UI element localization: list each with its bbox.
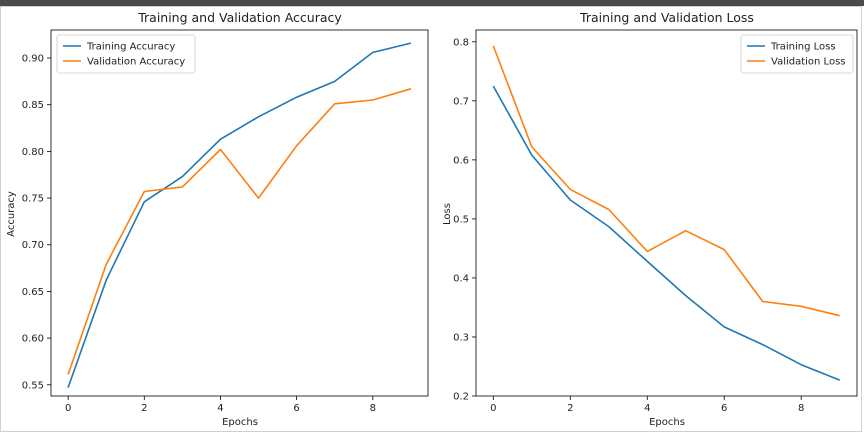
loss-x-tick-label: 6 [721, 403, 727, 414]
accuracy-x-tick-label: 4 [217, 403, 223, 414]
loss-y-tick-label: 0.5 [453, 214, 469, 225]
accuracy-y-tick-label: 0.60 [22, 334, 44, 345]
loss-x-tick-label: 2 [567, 403, 573, 414]
loss-y-tick-label: 0.2 [453, 392, 469, 403]
accuracy-chart-title: Training and Validation Accuracy [137, 10, 342, 25]
accuracy-chart: Training and Validation Accuracy Epochs … [6, 10, 429, 428]
loss-chart: Training and Validation Loss Epochs Loss… [442, 10, 858, 428]
accuracy-y-tick-label: 0.75 [22, 194, 44, 205]
loss-legend-label: Validation Loss [771, 57, 846, 68]
accuracy-x-tick-label: 6 [293, 403, 299, 414]
accuracy-y-tick-label: 0.85 [22, 100, 44, 111]
accuracy-legend-label: Validation Accuracy [87, 57, 185, 68]
loss-chart-title: Training and Validation Loss [579, 10, 754, 25]
loss-y-tick-label: 0.3 [453, 332, 469, 343]
window-top-bar [0, 0, 864, 6]
accuracy-y-tick-label: 0.90 [22, 54, 44, 65]
accuracy-y-tick-label: 0.65 [22, 287, 44, 298]
loss-x-tick-label: 4 [644, 403, 650, 414]
loss-y-tick-label: 0.6 [453, 155, 469, 166]
loss-y-tick-label: 0.7 [453, 96, 469, 107]
loss-series-lines [492, 45, 840, 381]
loss-x-axis-label: Epochs [649, 417, 685, 428]
loss-legend-box [740, 34, 854, 74]
loss-x-tick-label: 8 [798, 403, 804, 414]
loss-axes-frame [475, 29, 858, 397]
loss-y-tick-label: 0.8 [453, 37, 469, 48]
accuracy-x-tick-label: 0 [65, 403, 71, 414]
loss-y-axis-label: Loss [442, 203, 453, 225]
loss-legend: Training Loss Validation Loss [740, 34, 854, 74]
accuracy-series-lines [67, 42, 412, 388]
loss-y-tick-label: 0.4 [453, 273, 469, 284]
accuracy-y-tick-label: 0.80 [22, 147, 44, 158]
accuracy-x-axis-label: Epochs [222, 417, 258, 428]
accuracy-y-tick-label: 0.55 [22, 380, 44, 391]
accuracy-y-axis-label: Accuracy [6, 191, 17, 237]
accuracy-series-line-training [67, 42, 412, 388]
loss-ticks: 0 2 4 6 8 0.2 0.3 0.4 0.5 0.6 0.7 0.8 [453, 37, 804, 414]
loss-x-tick-label: 0 [490, 403, 496, 414]
accuracy-legend: Training Accuracy Validation Accuracy [56, 34, 196, 74]
loss-legend-label: Training Loss [770, 42, 836, 53]
accuracy-legend-box [56, 34, 196, 74]
accuracy-legend-label: Training Accuracy [86, 42, 175, 53]
accuracy-x-tick-label: 2 [141, 403, 147, 414]
accuracy-axes-frame [50, 29, 429, 397]
accuracy-x-tick-label: 8 [370, 403, 376, 414]
loss-series-line-training [492, 85, 840, 381]
accuracy-ticks: 0 2 4 6 8 0.55 0.60 0.65 0.70 0.75 0.80 0.85 0.90 [22, 54, 376, 414]
loss-series-line-validation [492, 45, 840, 317]
figure-frame [0, 6, 862, 432]
accuracy-y-tick-label: 0.70 [22, 240, 44, 251]
accuracy-series-line-validation [67, 88, 412, 375]
